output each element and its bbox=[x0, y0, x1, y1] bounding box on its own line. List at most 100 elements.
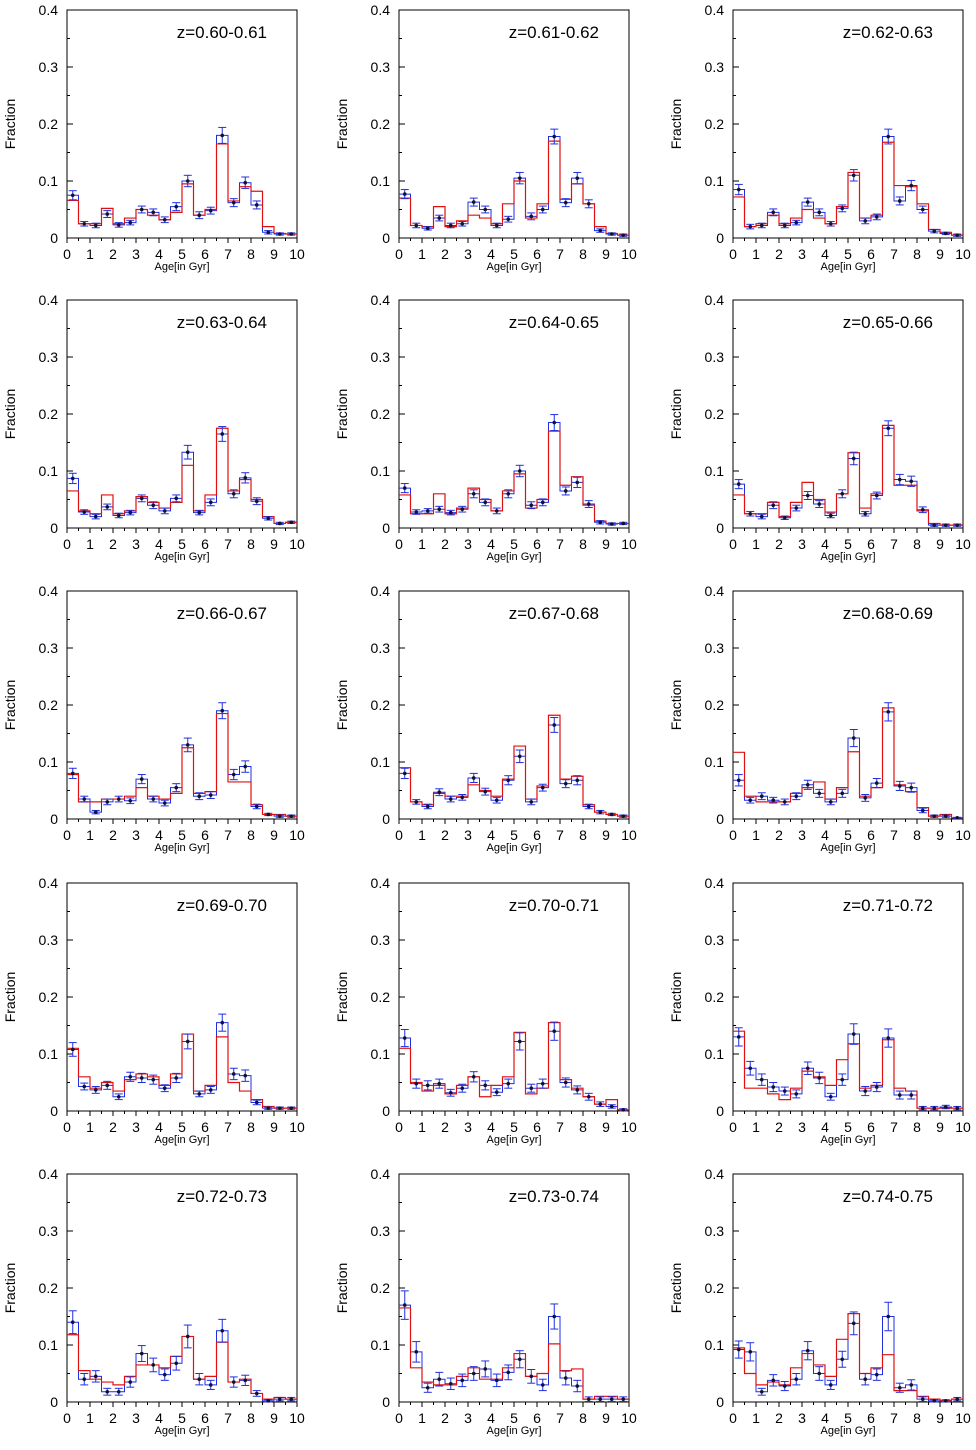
model-series-step bbox=[399, 714, 629, 817]
data-point bbox=[185, 1334, 190, 1339]
data-point bbox=[943, 814, 948, 818]
x-tick-label: 7 bbox=[890, 1119, 898, 1135]
data-point bbox=[82, 221, 87, 226]
y-tick-label: 0.3 bbox=[371, 932, 391, 948]
y-axis-label: Fraction bbox=[2, 972, 18, 1023]
data-point bbox=[517, 469, 522, 473]
y-tick-label: 0.2 bbox=[705, 406, 725, 422]
model-series-step bbox=[733, 707, 963, 819]
x-tick-label: 3 bbox=[798, 246, 806, 262]
panel-title: z=0.61-0.62 bbox=[509, 23, 599, 42]
data-point bbox=[93, 1088, 98, 1092]
data-point bbox=[254, 804, 259, 809]
data-point bbox=[575, 778, 580, 783]
y-tick-label: 0.3 bbox=[705, 349, 725, 365]
data-point bbox=[598, 1102, 603, 1106]
data-point bbox=[563, 1080, 568, 1085]
x-axis-label: Age[in Gyr] bbox=[820, 551, 875, 563]
y-tick-label: 0.4 bbox=[371, 292, 391, 308]
x-tick-label: 0 bbox=[63, 1410, 71, 1426]
y-tick-label: 0.2 bbox=[39, 989, 59, 1005]
data-point bbox=[874, 215, 879, 219]
data-point bbox=[185, 450, 190, 454]
y-axis-label: Fraction bbox=[334, 972, 350, 1023]
data-point bbox=[105, 505, 110, 509]
data-point bbox=[840, 492, 845, 496]
data-point bbox=[128, 798, 133, 803]
x-tick-label: 0 bbox=[395, 536, 403, 552]
x-tick-label: 10 bbox=[289, 246, 305, 262]
panel-title: z=0.65-0.66 bbox=[843, 313, 933, 332]
y-tick-label: 0.3 bbox=[705, 932, 725, 948]
x-tick-label: 2 bbox=[441, 536, 449, 552]
data-point bbox=[437, 790, 442, 795]
data-point bbox=[932, 229, 937, 233]
x-tick-label: 1 bbox=[752, 246, 760, 262]
x-tick-label: 10 bbox=[621, 827, 637, 843]
x-axis-label: Age[in Gyr] bbox=[820, 1425, 875, 1437]
data-point bbox=[817, 791, 822, 796]
data-point bbox=[471, 492, 476, 496]
data-point bbox=[943, 231, 948, 236]
data-point bbox=[220, 432, 225, 436]
x-tick-label: 7 bbox=[890, 1410, 898, 1426]
y-tick-label: 0.3 bbox=[705, 1223, 725, 1239]
y-tick-label: 0 bbox=[716, 811, 724, 827]
y-tick-label: 0 bbox=[382, 811, 390, 827]
y-tick-label: 0.4 bbox=[371, 583, 391, 599]
x-axis-label: Age[in Gyr] bbox=[486, 1134, 541, 1146]
data-point bbox=[116, 513, 121, 518]
data-point bbox=[552, 723, 557, 727]
x-tick-label: 7 bbox=[224, 1410, 232, 1426]
data-point bbox=[932, 523, 937, 527]
data-point bbox=[932, 814, 937, 818]
x-tick-label: 4 bbox=[155, 246, 163, 262]
data-point bbox=[93, 810, 98, 814]
panel-title: z=0.74-0.75 bbox=[843, 1187, 933, 1206]
data-point bbox=[185, 1039, 190, 1044]
x-tick-label: 3 bbox=[798, 1119, 806, 1135]
y-tick-label: 0.4 bbox=[39, 583, 59, 599]
data-point bbox=[955, 233, 960, 237]
data-point bbox=[162, 801, 167, 805]
data-point bbox=[771, 1085, 776, 1089]
data-point bbox=[805, 783, 810, 787]
data-point bbox=[197, 213, 202, 217]
data-point bbox=[128, 1380, 133, 1384]
x-tick-label: 9 bbox=[270, 1119, 278, 1135]
x-tick-label: 4 bbox=[155, 536, 163, 552]
x-tick-label: 2 bbox=[441, 827, 449, 843]
data-point bbox=[208, 1088, 213, 1092]
data-point bbox=[93, 223, 98, 228]
data-point bbox=[277, 1397, 282, 1401]
data-point bbox=[598, 1397, 603, 1401]
x-tick-label: 8 bbox=[579, 827, 587, 843]
data-point bbox=[70, 1320, 75, 1324]
data-point bbox=[586, 804, 591, 809]
data-point bbox=[254, 203, 259, 207]
data-point bbox=[105, 1083, 110, 1088]
data-point bbox=[621, 233, 626, 237]
data-point bbox=[448, 510, 453, 515]
data-point bbox=[185, 179, 190, 183]
data-point bbox=[220, 708, 225, 713]
panel-title: z=0.60-0.61 bbox=[177, 23, 267, 42]
data-point bbox=[82, 797, 87, 801]
x-tick-label: 1 bbox=[752, 536, 760, 552]
data-point bbox=[494, 509, 499, 513]
x-tick-label: 2 bbox=[441, 1119, 449, 1135]
data-point bbox=[621, 521, 626, 526]
data-point bbox=[575, 1088, 580, 1092]
x-tick-label: 5 bbox=[178, 246, 186, 262]
model-series-step bbox=[67, 1334, 297, 1400]
x-tick-label: 1 bbox=[752, 1119, 760, 1135]
data-point bbox=[471, 1371, 476, 1376]
data-point bbox=[897, 199, 902, 203]
data-point bbox=[483, 1083, 488, 1088]
y-tick-label: 0.4 bbox=[705, 583, 725, 599]
data-point bbox=[552, 134, 557, 139]
x-tick-label: 4 bbox=[821, 1119, 829, 1135]
x-tick-label: 8 bbox=[913, 246, 921, 262]
